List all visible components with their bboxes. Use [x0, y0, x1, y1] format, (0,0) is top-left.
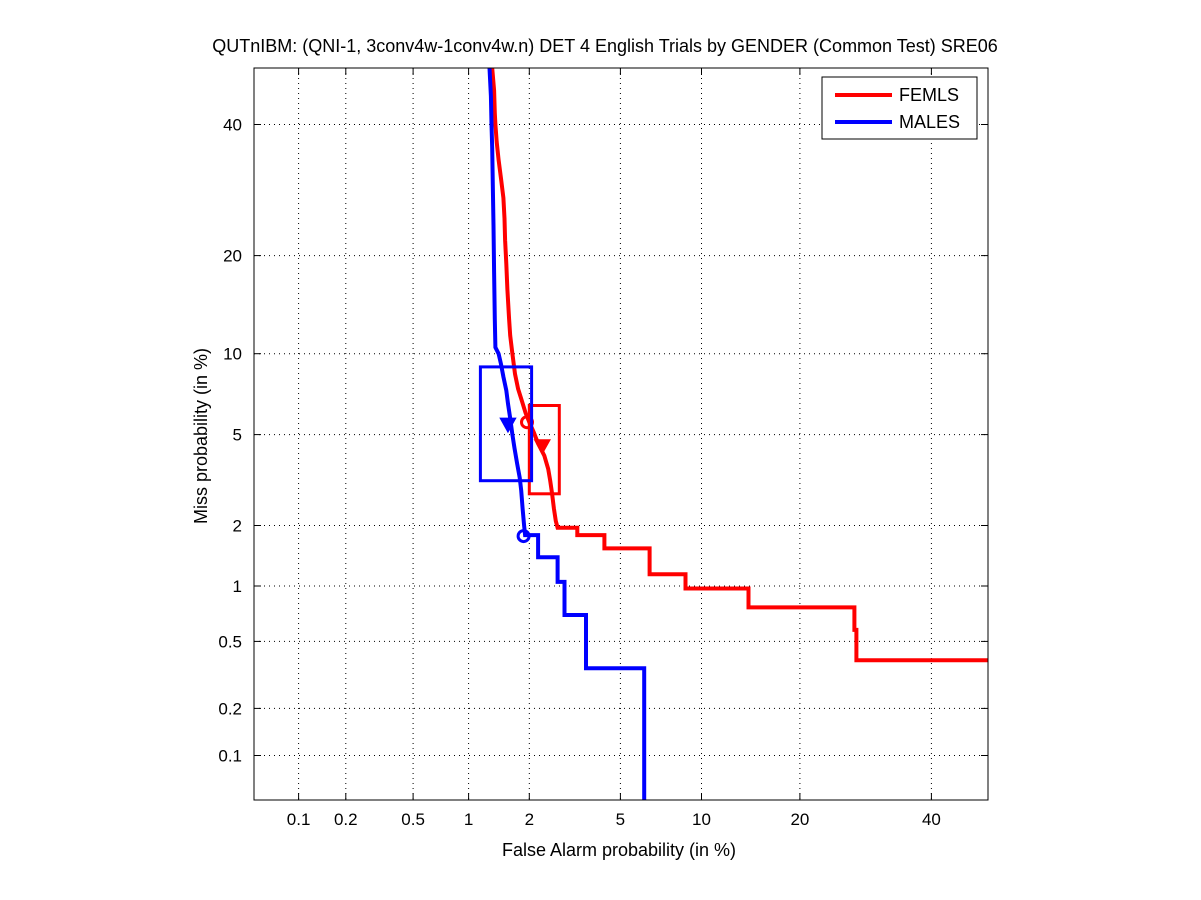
confidence-box-males	[478, 365, 534, 483]
marker-triangle-femls	[533, 439, 551, 455]
confidence-box-femls	[527, 404, 561, 496]
y-tick-label: 2	[233, 517, 242, 536]
series-line-femls	[490, 67, 988, 663]
y-tick-label: 0.2	[218, 699, 242, 718]
y-tick-label: 40	[223, 116, 242, 135]
series-layer	[478, 67, 988, 800]
marker-triangle-males	[499, 417, 517, 434]
y-axis-label: Miss probability (in %)	[191, 348, 211, 524]
x-tick-label: 40	[922, 810, 941, 829]
y-tick-label: 1	[233, 577, 242, 596]
x-tick-label: 0.2	[334, 810, 358, 829]
legend-label-femls: FEMLS	[899, 85, 959, 105]
y-tick-label: 0.1	[218, 747, 242, 766]
legend-box	[821, 76, 978, 140]
y-tick-label: 5	[233, 426, 242, 445]
marker-circle-males	[516, 529, 531, 544]
x-tick-label: 20	[790, 810, 809, 829]
x-tick-label: 2	[525, 810, 534, 829]
y-tick-label: 20	[223, 247, 242, 266]
x-tick-label: 0.1	[287, 810, 311, 829]
series-line-males	[487, 67, 647, 800]
legend-label-males: MALES	[899, 112, 960, 132]
y-tick-label: 10	[223, 345, 242, 364]
ticks: 0.1 0.2 0.5 1 2 5 10 20 40 0.1 0.2 0.5 1 2 5 10 20 40	[218, 68, 988, 829]
plot-frame	[253, 67, 989, 801]
grid-lines	[254, 68, 988, 800]
y-tick-label: 0.5	[218, 632, 242, 651]
x-tick-label: 0.5	[401, 810, 425, 829]
legend: FEMLS MALES	[821, 76, 978, 140]
x-axis-label: False Alarm probability (in %)	[502, 840, 736, 860]
chart-title: QUTnIBM: (QNI-1, 3conv4w-1conv4w.n) DET …	[212, 36, 998, 56]
x-tick-label: 10	[692, 810, 711, 829]
x-tick-label: 1	[464, 810, 473, 829]
x-tick-label: 5	[616, 810, 625, 829]
